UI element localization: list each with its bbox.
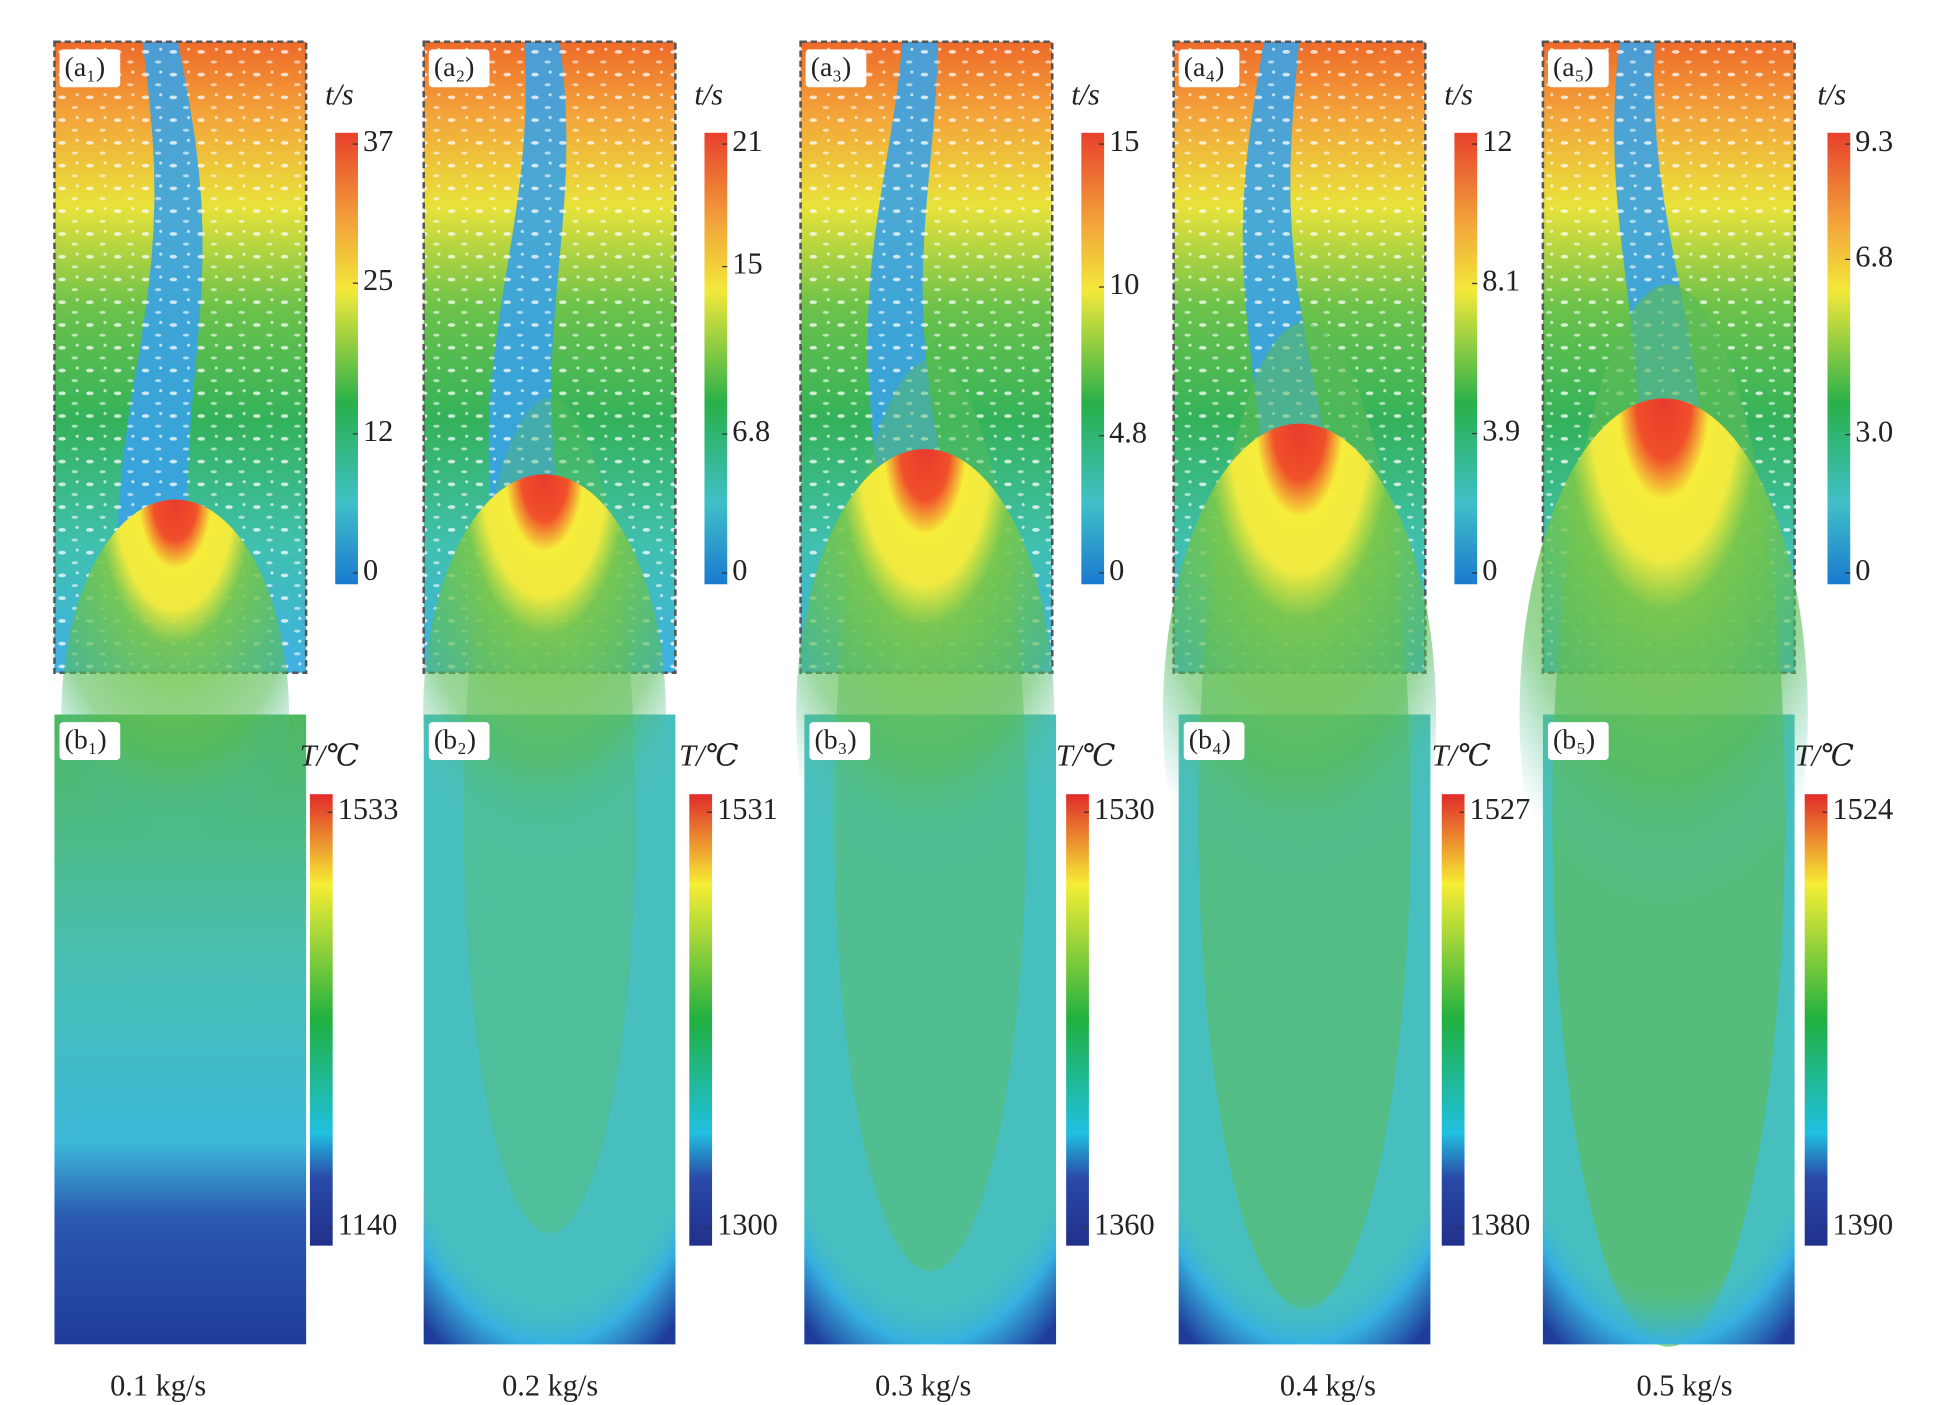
colorbar-tick-label: 6.8 [1855,239,1893,273]
colorbar-tick-label: 1524 [1833,792,1894,826]
colorbar [1804,794,1828,1246]
panel-label: (a₄) [1184,52,1225,83]
colorbar [689,794,713,1246]
colorbar-tick-label: 1390 [1833,1208,1894,1242]
colorbar-tick-label: 1380 [1470,1208,1531,1242]
colorbar [1454,132,1478,585]
colorbar-tick-label: 1300 [717,1208,778,1242]
colorbar-tick-label: 21 [732,124,762,158]
colorbar-tick-label: 6.8 [732,414,770,448]
panel-label: (a₃) [811,52,852,83]
colorbar-tick-label: 15 [732,247,762,281]
colorbar-tick-label: 3.0 [1855,415,1893,449]
colorbar-title: t/s [1444,77,1473,111]
panel-label-box [428,722,490,761]
plume [423,474,666,955]
colorbar-title: t/s [694,77,723,111]
colorbar-tick-label: 1360 [1094,1208,1155,1242]
colorbar [1441,794,1465,1246]
colorbar-title: T/℃ [1432,739,1491,773]
panel-label-box [805,49,867,88]
panel-label: (b₂) [434,725,476,756]
frame [1172,40,1427,675]
caption: 0.2 kg/s [502,1369,598,1403]
colorbar-tick-label: 1140 [338,1208,398,1242]
colorbar-tick-label: 37 [363,124,393,158]
panel-label-box [59,49,121,88]
colorbar [1081,132,1105,585]
panel-label-box [1547,722,1609,761]
colorbar-tick-label: 12 [363,414,393,448]
colorbar-tick-label: 1533 [338,792,399,826]
panel-label: (b₃) [814,725,856,756]
panel-label-box [1178,49,1240,88]
frame [422,40,677,675]
frame [1541,40,1796,675]
caption: 0.3 kg/s [875,1369,971,1403]
colorbar-tick-label: 0 [1482,553,1497,587]
colorbar-title: T/℃ [1795,739,1854,773]
panel-label: (b₁) [65,725,107,756]
panel-label: (a₁) [65,52,106,83]
caption: 0.1 kg/s [110,1369,206,1403]
plume [1519,398,1808,1031]
plume [796,448,1055,981]
colorbar [1066,794,1089,1246]
panel-label: (a₅) [1553,52,1594,83]
colorbar-tick-label: 8.1 [1482,263,1520,297]
panel-label-box [1183,722,1245,761]
colorbar-title: T/℃ [1056,739,1115,773]
plume [1162,423,1437,1006]
caption: 0.5 kg/s [1637,1369,1733,1403]
frame [53,40,308,675]
colorbar-tick-label: 0 [363,553,378,587]
colorbar-tick-label: 0 [1855,553,1870,587]
caption: 0.4 kg/s [1280,1369,1376,1403]
plume [61,499,290,930]
colorbar-title: T/℃ [300,739,359,773]
colorbar [1827,132,1851,585]
colorbar-tick-label: 12 [1482,124,1512,158]
colorbar-tick-label: 4.8 [1109,416,1147,450]
colorbar-tick-label: 10 [1109,267,1139,301]
colorbar-title: T/℃ [679,739,738,773]
panel-label-box [59,722,121,761]
panel-label: (b₅) [1553,725,1595,756]
colorbar-title: t/s [1071,77,1100,111]
panel-label: (a₂) [434,52,475,83]
colorbar-tick-label: 1530 [1094,792,1155,826]
colorbar-title: t/s [1817,77,1846,111]
colorbar-tick-label: 1531 [717,792,778,826]
panel-label-box [809,722,871,761]
panel-label-box [428,49,490,88]
panel-label-box [1547,49,1609,88]
colorbar [309,794,333,1246]
colorbar-tick-label: 3.9 [1482,414,1520,448]
panel-label: (b₄) [1189,725,1231,756]
colorbar-tick-label: 9.3 [1855,124,1893,158]
colorbar [704,132,728,585]
frame [799,40,1054,675]
colorbar-tick-label: 1527 [1470,792,1531,826]
colorbar-tick-label: 0 [1109,553,1124,587]
colorbar-tick-label: 0 [732,553,747,587]
colorbar-title: t/s [325,77,354,111]
colorbar [335,132,358,585]
colorbar-tick-label: 25 [363,263,393,297]
colorbar-tick-label: 15 [1109,124,1139,158]
